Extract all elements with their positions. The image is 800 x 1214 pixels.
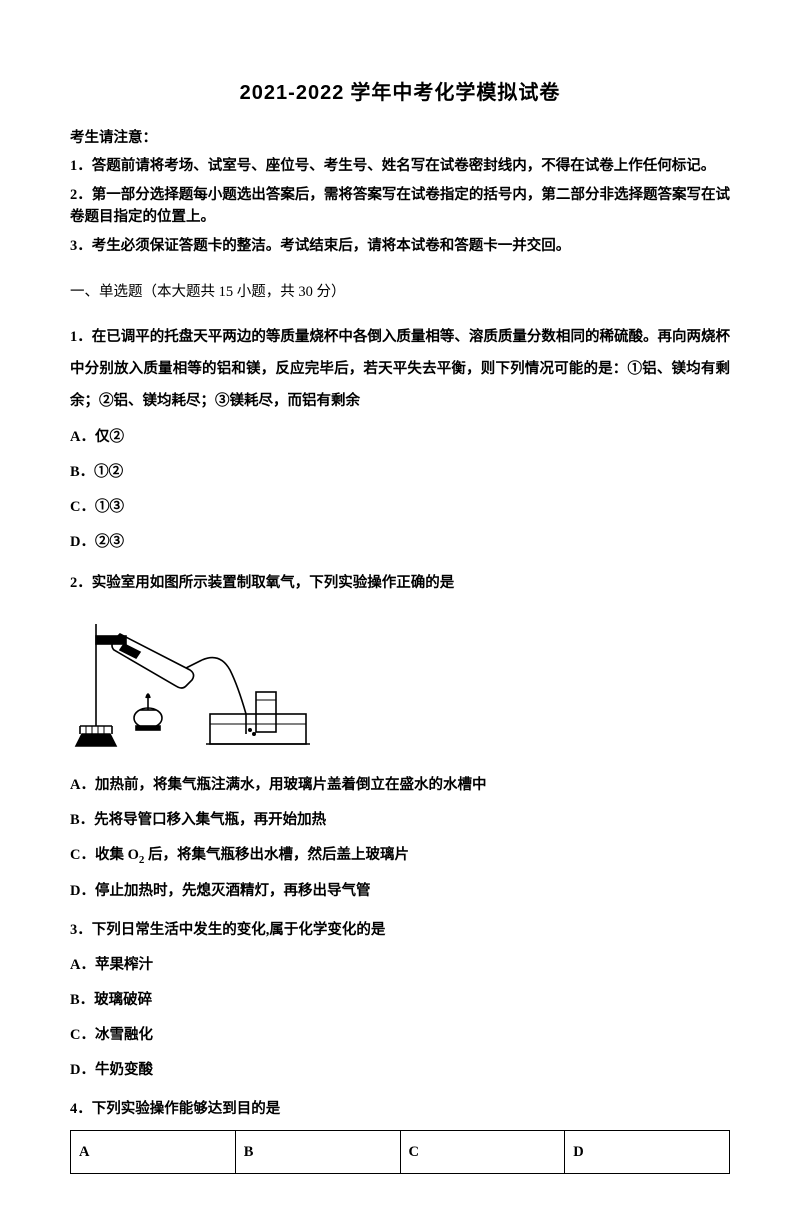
q1-stem: 1．在已调平的托盘天平两边的等质量烧杯中各倒入质量相等、溶质质量分数相同的稀硫酸… [70,322,730,418]
q3-opt-b: B．玻璃破碎 [70,986,730,1015]
q3-opt-a: A．苹果榨汁 [70,951,730,980]
q1-opt-a: A．仅② [70,423,730,452]
q2-opt-a: A．加热前，将集气瓶注满水，用玻璃片盖着倒立在盛水的水槽中 [70,771,730,800]
table-row: A B C D [71,1131,730,1174]
q2-figure [70,606,730,761]
title-text: 学年中考化学模拟试卷 [350,82,560,104]
notice-item-1: 1．答题前请将考场、试室号、座位号、考生号、姓名写在试卷密封线内，不得在试卷上作… [70,155,730,177]
apparatus-diagram [70,606,320,761]
q2-opt-c-pre: C．收集 O [70,847,139,863]
title-year: 2021-2022 [240,82,345,104]
q1-opt-d: D．②③ [70,528,730,557]
q4-option-table: A B C D [70,1130,730,1174]
page-title: 2021-2022 学年中考化学模拟试卷 [70,78,730,109]
q1-opt-c: C．①③ [70,493,730,522]
exam-page: 2021-2022 学年中考化学模拟试卷 考生请注意： 1．答题前请将考场、试室… [0,0,800,1214]
q4-stem: 4．下列实验操作能够达到目的是 [70,1095,730,1124]
section-1-header: 一、单选题（本大题共 15 小题，共 30 分） [70,281,730,303]
q2-opt-c-post: 后，将集气瓶移出水槽，然后盖上玻璃片 [144,847,409,863]
notice-item-3: 3．考生必须保证答题卡的整洁。考试结束后，请将本试卷和答题卡一并交回。 [70,235,730,257]
q3-opt-c: C．冰雪融化 [70,1021,730,1050]
q2-opt-c: C．收集 O2 后，将集气瓶移出水槽，然后盖上玻璃片 [70,841,730,871]
notice-heading: 考生请注意： [70,127,730,149]
q4-cell-a: A [71,1131,236,1174]
q3-opt-d: D．牛奶变酸 [70,1056,730,1085]
q4-cell-d: D [565,1131,730,1174]
q4-cell-b: B [235,1131,400,1174]
q4-cell-c: C [400,1131,565,1174]
notice-item-2: 2．第一部分选择题每小题选出答案后，需将答案写在试卷指定的括号内，第二部分非选择… [70,184,730,229]
q2-opt-b: B．先将导管口移入集气瓶，再开始加热 [70,806,730,835]
q1-opt-b: B．①② [70,458,730,487]
q3-stem: 3．下列日常生活中发生的变化,属于化学变化的是 [70,916,730,945]
q2-stem: 2．实验室用如图所示装置制取氧气，下列实验操作正确的是 [70,569,730,598]
q2-opt-d: D．停止加热时，先熄灭酒精灯，再移出导气管 [70,877,730,906]
